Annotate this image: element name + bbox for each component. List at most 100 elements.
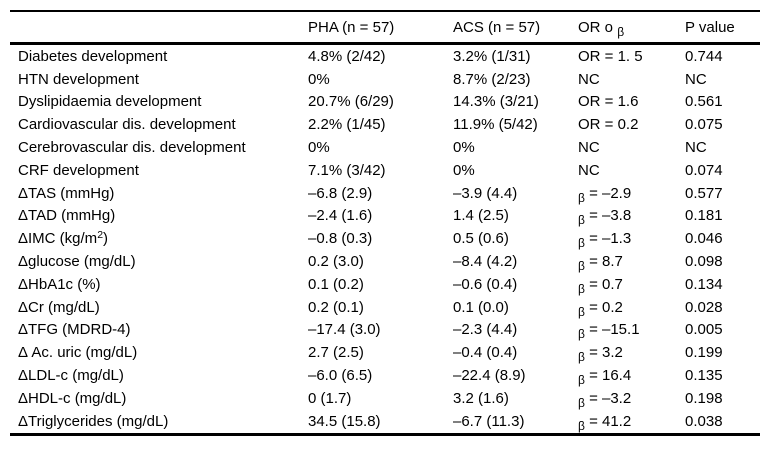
cell: –6.8 (2.9) [308,184,373,202]
cell: 2.7 (2.5) [308,344,364,362]
cell: 0.199 [685,344,723,362]
row-label: Cerebrovascular dis. development [18,139,246,157]
cell: β = –3.2 [578,389,632,410]
cell: 0.134 [685,275,723,293]
cell: NC [578,70,600,88]
cell: 4.8% (2/42) [308,47,386,65]
cell: –3.9 (4.4) [453,184,518,202]
row-label: ΔTFG (MDRD-4) [18,321,131,339]
cell: 0.198 [685,389,723,407]
cell: 0.2 (0.1) [308,298,364,316]
cell: –8.4 (4.2) [453,253,518,271]
table-row: Diabetes development 4.8% (2/42) 3.2% (1/3… [10,44,760,68]
cell: NC [578,161,600,179]
cell: NC [578,139,600,157]
table-body: Diabetes development 4.8% (2/42) 3.2% (1/3… [10,44,760,435]
row-label: ΔTriglycerides (mg/dL) [18,412,169,430]
cell: 0.744 [685,47,723,65]
row-label: Diabetes development [18,47,168,65]
cell: 0.028 [685,298,723,316]
row-label: ΔIMC (kg/m2) [18,229,109,248]
table-row: Cardiovascular dis. development 2.2% (1/4… [10,113,760,136]
cell: 0% [453,161,475,179]
cell: –2.3 (4.4) [453,321,518,339]
cell: 0.5 (0.6) [453,230,509,248]
cell: β = 16.4 [578,367,632,388]
cell: β = –3.8 [578,207,632,228]
cell: β = –1.3 [578,230,632,251]
cell: –2.4 (1.6) [308,207,373,225]
cell: β = 0.2 [578,298,623,319]
table-row: ΔHDL-c (mg/dL) 0 (1.7) 3.2 (1.6) β = –3.2 0.… [10,387,760,410]
cell: 0.046 [685,230,723,248]
table-row: ΔCr (mg/dL) 0.2 (0.1) 0.1 (0.0) β = 0.2 0.02… [10,296,760,319]
cell: 0 (1.7) [308,389,352,407]
row-label: Δ Ac. uric (mg/dL) [18,344,138,362]
beta-symbol: β [578,236,585,251]
cell: 0.181 [685,207,723,225]
row-label: ΔTAD (mmHg) [18,207,116,225]
cell: 0.1 (0.0) [453,298,509,316]
table-row: ΔHbA1c (%) 0.1 (0.2) –0.6 (0.4) β = 0.7 0.13… [10,273,760,296]
cell: –0.6 (0.4) [453,275,518,293]
table-row: ΔTAS (mmHg) –6.8 (2.9) –3.9 (4.4) β = –2.9 0… [10,182,760,205]
cell: 3.2 (1.6) [453,389,509,407]
table-row: CRF development 7.1% (3/42) 0% NC 0.074 [10,159,760,182]
beta-symbol: β [578,395,585,410]
row-label: ΔCr (mg/dL) [18,298,100,316]
cell: NC [685,139,707,157]
superscript-2: 2 [97,229,104,242]
cell: OR = 1. 5 [578,47,643,65]
cell: 0.561 [685,93,723,111]
cell: 3.2% (1/31) [453,47,531,65]
cell: 20.7% (6/29) [308,93,394,111]
cell: –6.0 (6.5) [308,367,373,385]
cell: –6.7 (11.3) [453,412,525,430]
column-header-1: PHA (n = 57) [308,18,395,36]
cell: β = –15.1 [578,321,640,342]
cell: 34.5 (15.8) [308,412,381,430]
cell: 0.577 [685,184,723,202]
cell: β = 8.7 [578,253,623,274]
table-row: ΔLDL-c (mg/dL) –6.0 (6.5) –22.4 (8.9) β = 1… [10,364,760,387]
cell: 0.074 [685,161,723,179]
beta-symbol: β [578,213,585,228]
cell: 8.7% (2/23) [453,70,531,88]
beta-symbol: β [578,304,585,319]
table-row: Δ Ac. uric (mg/dL) 2.7 (2.5) –0.4 (0.4) β =… [10,341,760,364]
beta-symbol: β [578,373,585,388]
table-row: ΔTAD (mmHg) –2.4 (1.6) 1.4 (2.5) β = –3.8 0.… [10,205,760,228]
beta-symbol: β [617,24,625,39]
cell: 0% [308,139,330,157]
cell: 14.3% (3/21) [453,93,539,111]
row-label: ΔTAS (mmHg) [18,184,115,202]
table-row: ΔIMC (kg/m2) –0.8 (0.3) 0.5 (0.6) β = –1.3 0… [10,227,760,250]
cell: 1.4 (2.5) [453,207,509,225]
beta-symbol: β [578,350,585,365]
cell: 0.038 [685,412,723,430]
column-header-2: ACS (n = 57) [453,18,541,36]
cell: 0.075 [685,116,723,134]
beta-symbol: β [578,259,585,274]
column-header-3: OR o β [578,18,625,39]
results-table: PHA (n = 57) ACS (n = 57) OR o β P value Di… [10,10,760,436]
cell: 0.135 [685,367,723,385]
cell: 0.005 [685,321,723,339]
row-label: HTN development [18,70,139,88]
beta-symbol: β [578,418,585,433]
header-row: PHA (n = 57) ACS (n = 57) OR o β P value [10,11,760,44]
cell: 0% [308,70,330,88]
table-row: HTN development 0% 8.7% (2/23) NC NC [10,68,760,91]
row-label: Cardiovascular dis. development [18,116,236,134]
cell: 0.1 (0.2) [308,275,364,293]
cell: –0.4 (0.4) [453,344,518,362]
cell: β = 3.2 [578,344,623,365]
row-label: Δglucose (mg/dL) [18,253,136,271]
cell: NC [685,70,707,88]
beta-symbol: β [578,327,585,342]
column-header-0 [10,11,308,44]
cell: 2.2% (1/45) [308,116,386,134]
cell: OR = 1.6 [578,93,639,111]
column-header-4: P value [685,18,735,36]
